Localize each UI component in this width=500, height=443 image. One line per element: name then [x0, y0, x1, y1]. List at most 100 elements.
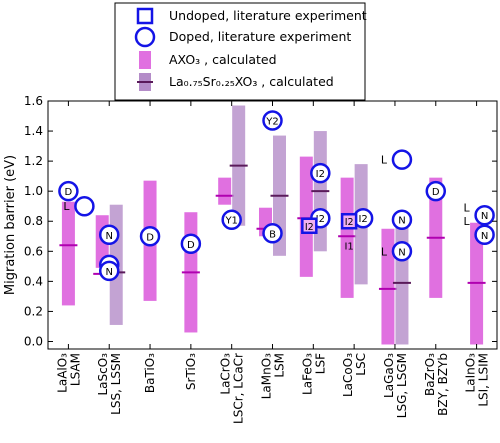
bar-range — [340, 177, 354, 298]
marker-label: D — [65, 187, 73, 198]
bar-range — [381, 228, 395, 345]
marker-label: B — [269, 229, 276, 240]
doped-marker — [474, 204, 495, 226]
y-tick-label: 0.6 — [24, 244, 43, 258]
x-tick-label: LaFeO₃ LSF — [300, 353, 327, 395]
y-tick-label: 0.4 — [24, 274, 43, 288]
x-tick-label-formula: LaFeO₃ — [300, 353, 314, 395]
x-tick-label-formula: LaAlO₃ — [55, 353, 69, 393]
x-tick-label-formula: LaMnO₃ — [260, 353, 274, 399]
doped-marker — [391, 209, 413, 230]
doped-marker — [262, 223, 283, 244]
marker-note: L — [381, 154, 388, 167]
x-tick-label: BaTiO₃ — [143, 353, 157, 393]
x-tick-label: BaZrO₃ BZY, BZYb — [423, 353, 450, 416]
doped-marker — [474, 224, 495, 246]
x-tick-label-doped: LSI, LSIM — [477, 353, 491, 407]
y-tick-label: 1.0 — [24, 184, 43, 198]
marker-label: I2 — [358, 214, 367, 225]
marker-note: L — [63, 200, 70, 213]
undoped-marker — [301, 217, 318, 235]
legend-label: Undoped, literature experiment — [169, 8, 367, 23]
x-tick-label: LaScO₃ LSS, LSSM — [96, 353, 123, 415]
bar-range — [218, 177, 232, 205]
legend-box — [114, 2, 366, 101]
y-axis-label: Migration barrier (eV) — [3, 155, 18, 295]
y-tick-label: 0.8 — [24, 214, 43, 228]
legend-label: Doped, literature experiment — [169, 29, 351, 44]
legend-label: La₀.₇₅Sr₀.₂₅XO₃ , calculated — [169, 74, 334, 89]
x-tick-label-formula: LaInO₃ — [464, 353, 478, 393]
doped-marker — [139, 226, 161, 247]
legend: Undoped, literature experiment Doped, lit… — [114, 2, 367, 101]
doped-marker — [425, 180, 447, 202]
doped-marker — [221, 209, 242, 230]
doped-marker — [180, 233, 202, 255]
x-tick-label-formula: LaGaO₃ — [382, 353, 396, 398]
x-tick-label-doped: BZY, BZYb — [436, 353, 450, 416]
marker-label: I2 — [316, 214, 325, 225]
x-tick-label: LaGaO₃ LSG, LSGM — [382, 353, 409, 418]
doped-marker — [98, 260, 120, 282]
marker-label: N — [105, 267, 112, 278]
marker-note: L — [464, 215, 471, 228]
marker-label: D — [146, 232, 154, 243]
marker-label: I2 — [316, 169, 325, 180]
x-tick-label-doped: LSAM — [68, 353, 82, 386]
legend-circle-marker — [134, 26, 156, 48]
marker-label: Y2 — [265, 117, 278, 128]
bar-range — [299, 156, 313, 277]
undoped-marker — [340, 212, 358, 230]
x-tick-label-doped: LSG, LSGM — [395, 353, 409, 418]
x-tick-label-doped: LSM — [273, 353, 287, 378]
y-tick-label: 1.4 — [24, 124, 43, 138]
doped-marker — [262, 110, 283, 131]
marker-label: D — [432, 187, 440, 198]
x-tick-label-formula: LaCrO₃ — [219, 353, 233, 395]
x-tick-label-formula: BaTiO₃ — [143, 353, 157, 393]
x-tick-label: LaCoO₃ LSC — [341, 353, 368, 397]
x-tick-label: LaInO₃ LSI, LSIM — [464, 353, 491, 407]
x-tick-label-doped: LSS, LSSM — [109, 353, 123, 415]
marker-note: L — [464, 202, 471, 215]
axes: 0.0 0.2 0.4 0.6 0.8 1.0 1.2 1.4 1.6 Migration bar… — [3, 94, 498, 424]
x-tick-label-formula: SrTiO₃ — [184, 353, 198, 390]
x-tick-label-doped: LSCr, LCaCr — [232, 353, 246, 424]
x-tick-label: SrTiO₃ — [184, 353, 198, 390]
doped-marker — [391, 149, 413, 170]
x-tick-label-doped: LSF — [313, 353, 327, 374]
legend-square-marker — [136, 7, 154, 25]
legend-label: AXO₃ , calculated — [169, 52, 277, 67]
marker-label: Y1 — [224, 216, 237, 227]
y-tick-label: 0.0 — [24, 334, 43, 348]
marker-label: N — [481, 211, 488, 222]
marker-label: I2 — [305, 222, 314, 233]
marker-label: N — [105, 231, 112, 242]
marker-label: N — [481, 231, 488, 242]
y-tick-label: 1.2 — [24, 154, 43, 168]
doped-marker — [391, 241, 413, 262]
marker-label: N — [398, 247, 405, 258]
legend-bar-swatch — [139, 51, 151, 69]
marker-label: I2 — [345, 217, 354, 228]
x-tick-label-formula: LaCoO₃ — [341, 353, 355, 397]
x-tick-label-doped: LSC — [354, 353, 368, 376]
marker-label: N — [398, 216, 405, 227]
y-tick-label: 1.6 — [24, 94, 43, 108]
x-tick-label: LaAlO₃ LSAM — [55, 353, 82, 393]
doped-marker — [74, 195, 95, 217]
marker-label: D — [187, 240, 195, 251]
doped-marker — [310, 162, 331, 184]
x-tick-label-formula: LaScO₃ — [96, 353, 110, 396]
x-tick-label: LaCrO₃ LSCr, LCaCr — [219, 353, 246, 424]
doped-marker — [98, 224, 120, 246]
x-tick-label: LaMnO₃ LSM — [260, 353, 287, 399]
doped-marker — [58, 180, 79, 202]
marker-note: L — [381, 245, 388, 258]
bar-range — [61, 201, 75, 306]
marker-note: I1 — [344, 241, 353, 252]
x-tick-label-formula: BaZrO₃ — [423, 353, 437, 396]
y-tick-label: 0.2 — [24, 304, 43, 318]
